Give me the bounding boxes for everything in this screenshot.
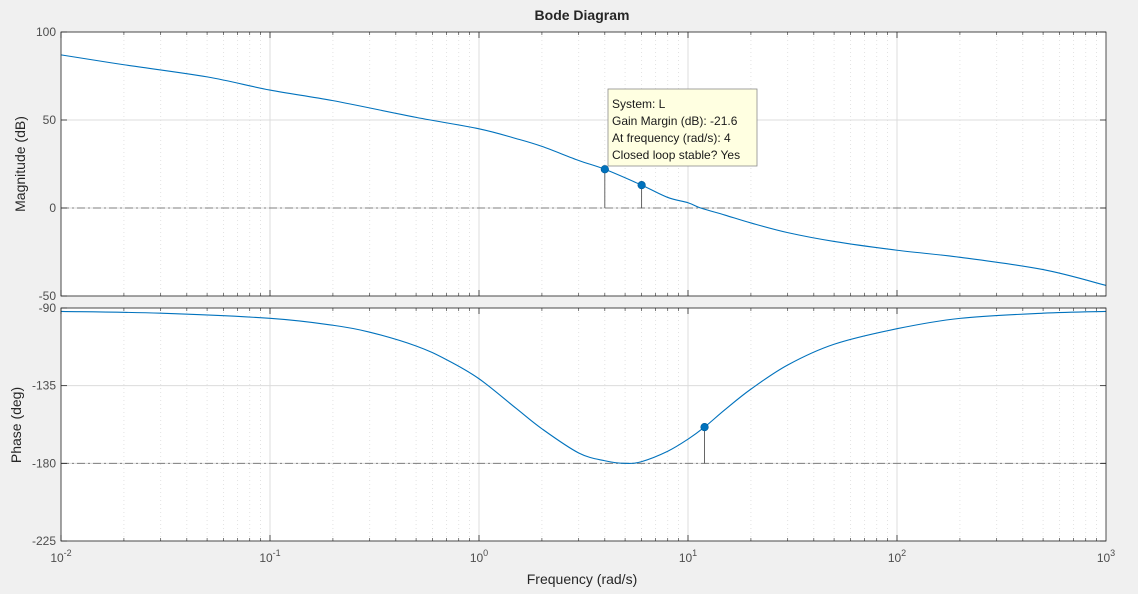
datatip-line-frequency: At frequency (rad/s): 4 [612,131,731,145]
phase-y-tick-label: -90 [39,301,57,315]
x-axis-label: Frequency (rad/s) [527,571,637,587]
x-tick-label: 10-2 [50,548,71,565]
magnitude-y-tick-label: -50 [39,289,57,303]
phase-response-line [60,310,1107,464]
magnitude-axes [61,32,1106,296]
magnitude-y-tick-label: 0 [49,201,56,215]
magnitude-ticks: 100 50 0 -50 [36,25,1106,303]
x-tick-label: 102 [888,548,906,565]
x-tick-label: 100 [470,548,488,565]
datatip-line-gain-margin: Gain Margin (dB): -21.6 [612,114,738,128]
phase-y-tick-label: -135 [32,379,56,393]
x-tick-label: 103 [1097,548,1115,565]
phase-markers[interactable] [700,422,709,464]
datatip-line-system: System: L [612,97,666,111]
phase-ylabel: Phase (deg) [8,387,24,463]
magnitude-grid [60,31,1106,297]
datatip-box [607,88,758,167]
datatip[interactable]: System: L Gain Margin (dB): -21.6 At fre… [607,88,758,167]
x-tick-label: 101 [679,548,697,565]
x-tick-labels: 10-2 10-1 100 101 102 103 [50,548,1115,565]
magnitude-ylabel: Magnitude (dB) [12,116,28,212]
phase-margin-marker [700,422,709,432]
magnitude-y-tick-label: 50 [43,113,57,127]
magnitude-markers[interactable] [600,165,646,208]
phase-y-tick-label: -225 [32,534,56,548]
magnitude-axes-border [60,31,1107,297]
phase-axes [61,308,1106,541]
chart-title: Bode Diagram [535,7,630,23]
x-tick-label: 10-1 [259,548,280,565]
datatip-line-stability: Closed loop stable? Yes [612,148,740,162]
phase-axes-border [60,307,1107,542]
phase-series [60,310,1107,464]
phase-y-tick-label: -180 [32,456,56,470]
magnitude-y-tick-label: 100 [36,25,56,39]
magnitude-margin-marker [600,165,609,174]
phase-ticks: -90 -135 -180 -225 [32,301,1106,548]
magnitude-margin-marker [637,181,646,190]
